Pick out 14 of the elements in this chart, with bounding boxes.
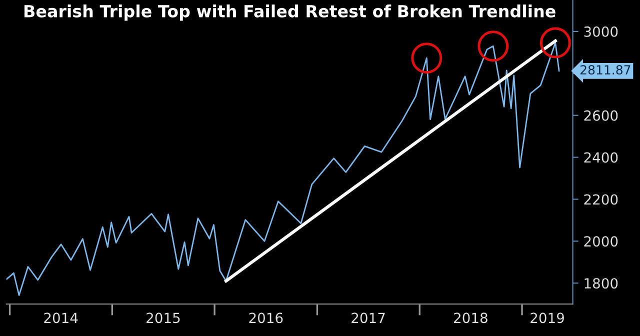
x-tick-label: 2016 [249, 312, 283, 324]
x-tick-label: 2018 [454, 312, 488, 324]
y-tick-label: 1800 [584, 278, 618, 289]
chart-title: Bearish Triple Top with Failed Retest of Broken Trendline [24, 4, 556, 21]
y-tick-label: 2200 [584, 194, 618, 205]
y-tick-label: 2000 [584, 236, 618, 247]
y-tick-label: 3000 [584, 26, 618, 37]
y-tick-label: 2600 [584, 110, 618, 121]
x-tick-label: 2014 [44, 312, 78, 324]
x-tick-label: 2015 [146, 312, 180, 324]
x-tick-label: 2017 [352, 312, 385, 324]
annotation: 2811.87 [580, 65, 630, 75]
x-tick-label: 2019 [530, 312, 564, 324]
y-tick-label: 2400 [584, 152, 618, 163]
